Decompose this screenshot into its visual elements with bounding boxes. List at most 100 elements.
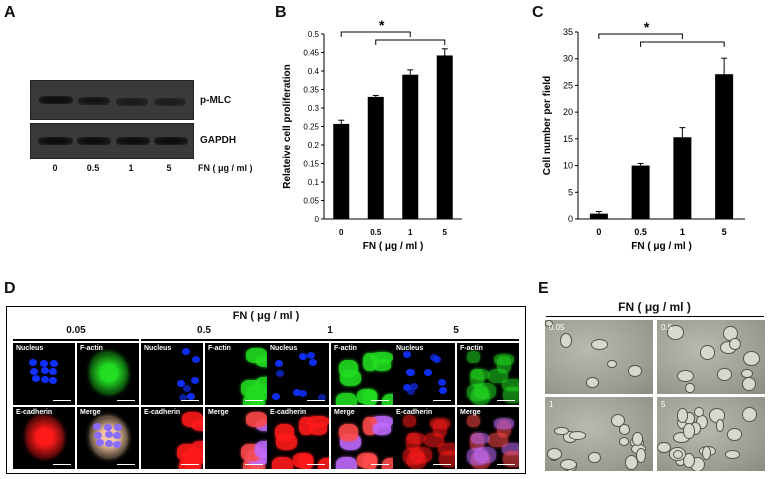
- cell-shape: [467, 384, 488, 402]
- panel-letter-a: A: [4, 4, 16, 21]
- cell-shape: [182, 411, 203, 427]
- cell-shape: [439, 450, 455, 468]
- phase-contrast-image: 0.05: [545, 320, 653, 394]
- fluorescence-group: 1 Nucleus F-actin E-cadherin Merge: [267, 325, 393, 469]
- nucleus-dot: [406, 387, 415, 395]
- cell-shape: [467, 448, 488, 466]
- scale-bar: [497, 464, 515, 465]
- channel-label: F-actin: [80, 345, 103, 352]
- cell-shape: [191, 440, 203, 458]
- bar: [333, 123, 350, 219]
- band: [39, 96, 73, 104]
- nucleus-dot: [112, 441, 121, 448]
- nucleus-dot: [113, 432, 122, 440]
- x-tick-label: 0.5: [370, 228, 382, 237]
- scale-bar: [181, 464, 199, 465]
- cell-shape: [676, 408, 689, 423]
- cell-shape: [553, 426, 569, 436]
- nucleus-dot: [40, 359, 49, 367]
- nucleus-dot: [104, 423, 113, 431]
- bar: [715, 74, 734, 219]
- cell-shape: [717, 367, 732, 382]
- significance-bracket: [640, 41, 725, 47]
- panel-e-rule: [546, 316, 764, 317]
- y-tick-label: 0: [568, 214, 573, 224]
- nucleus-dot: [409, 383, 418, 391]
- nucleus-dot: [177, 379, 186, 387]
- scale-bar: [307, 464, 325, 465]
- micrograph-ecad: E-cadherin: [13, 407, 75, 469]
- cell-shape: [699, 344, 716, 360]
- channel-label: Merge: [460, 409, 481, 416]
- nucleus-dot: [40, 375, 49, 383]
- group-label: 0.5: [197, 325, 211, 336]
- cell-shape: [701, 446, 712, 461]
- cell-shape: [503, 450, 519, 468]
- nucleus-dot: [29, 359, 37, 367]
- cell-shape: [466, 350, 480, 363]
- scale-bar: [117, 400, 135, 401]
- bar: [436, 55, 453, 220]
- blot-pmlc: [30, 80, 194, 120]
- chart-b: 0 0.05 0.1 0.15 0.2 0.25 0.3 0.35 0.4 0.45 0.5 0 0.5…: [282, 20, 462, 252]
- nucleus-dot: [49, 368, 58, 376]
- group-rule: [267, 339, 393, 341]
- bar: [589, 213, 608, 219]
- channel-label: Merge: [334, 409, 355, 416]
- blot-xlabel: FN ( μg / ml ): [198, 163, 253, 173]
- channel-label: E-cadherin: [144, 409, 181, 416]
- cell-shape: [471, 368, 490, 380]
- cell-shape: [373, 423, 392, 435]
- cell-shape: [683, 423, 695, 439]
- nucleus-dot: [49, 359, 58, 367]
- nucleus-dot: [403, 384, 412, 392]
- nucleus-dot: [113, 423, 122, 431]
- cell-shape: [381, 393, 393, 405]
- scale-bar: [53, 400, 71, 401]
- x-axis-label: FN ( μg / ml ): [631, 241, 692, 252]
- nucleus-dot: [309, 359, 318, 367]
- group-rule: [141, 339, 267, 341]
- y-tick-label: 0.2: [308, 141, 320, 150]
- cell-shape: [715, 418, 725, 432]
- cell-shape: [381, 457, 393, 469]
- nucleus-dot: [272, 392, 281, 400]
- y-tick-label: 0.3: [308, 104, 320, 113]
- cell-shape: [694, 407, 704, 418]
- cell-shape: [317, 457, 329, 469]
- scale-bar: [371, 464, 389, 465]
- bar: [631, 165, 650, 219]
- channel-label: Merge: [80, 409, 101, 416]
- cell-shape: [628, 365, 642, 377]
- x-tick-label: 1: [408, 228, 413, 237]
- micrograph-ecad: E-cadherin: [141, 407, 203, 469]
- cell-shape: [338, 423, 359, 441]
- cell-shape: [407, 432, 426, 444]
- x-tick-label: 1: [680, 227, 685, 237]
- bar: [402, 74, 419, 219]
- nucleus-dot: [275, 370, 284, 378]
- channel-label: E-cadherin: [396, 409, 433, 416]
- significance-bracket: [340, 31, 411, 37]
- channel-label: E-cadherin: [16, 409, 53, 416]
- y-tick-label: 0.1: [308, 178, 320, 187]
- cell-shape: [309, 423, 328, 435]
- cell-shape: [591, 339, 608, 351]
- nucleus-dot: [29, 367, 38, 375]
- y-tick-label: 35: [563, 27, 573, 37]
- cell-shape: [429, 418, 450, 430]
- cell-shape: [588, 451, 601, 463]
- lane-label: 0.5: [86, 163, 100, 173]
- y-tick-label: 0.15: [303, 160, 319, 169]
- cell-shape: [560, 458, 578, 470]
- y-tick-label: 0.25: [303, 123, 319, 132]
- micrograph-ecad: E-cadherin: [393, 407, 455, 469]
- scale-bar: [53, 464, 71, 465]
- nucleus-dot: [48, 377, 57, 384]
- nucleus-dot: [307, 351, 316, 359]
- cell-shape: [618, 437, 629, 446]
- scale-bar: [245, 464, 263, 465]
- phase-contrast-image: 0.5: [657, 320, 765, 394]
- nucleus-dot: [292, 389, 301, 397]
